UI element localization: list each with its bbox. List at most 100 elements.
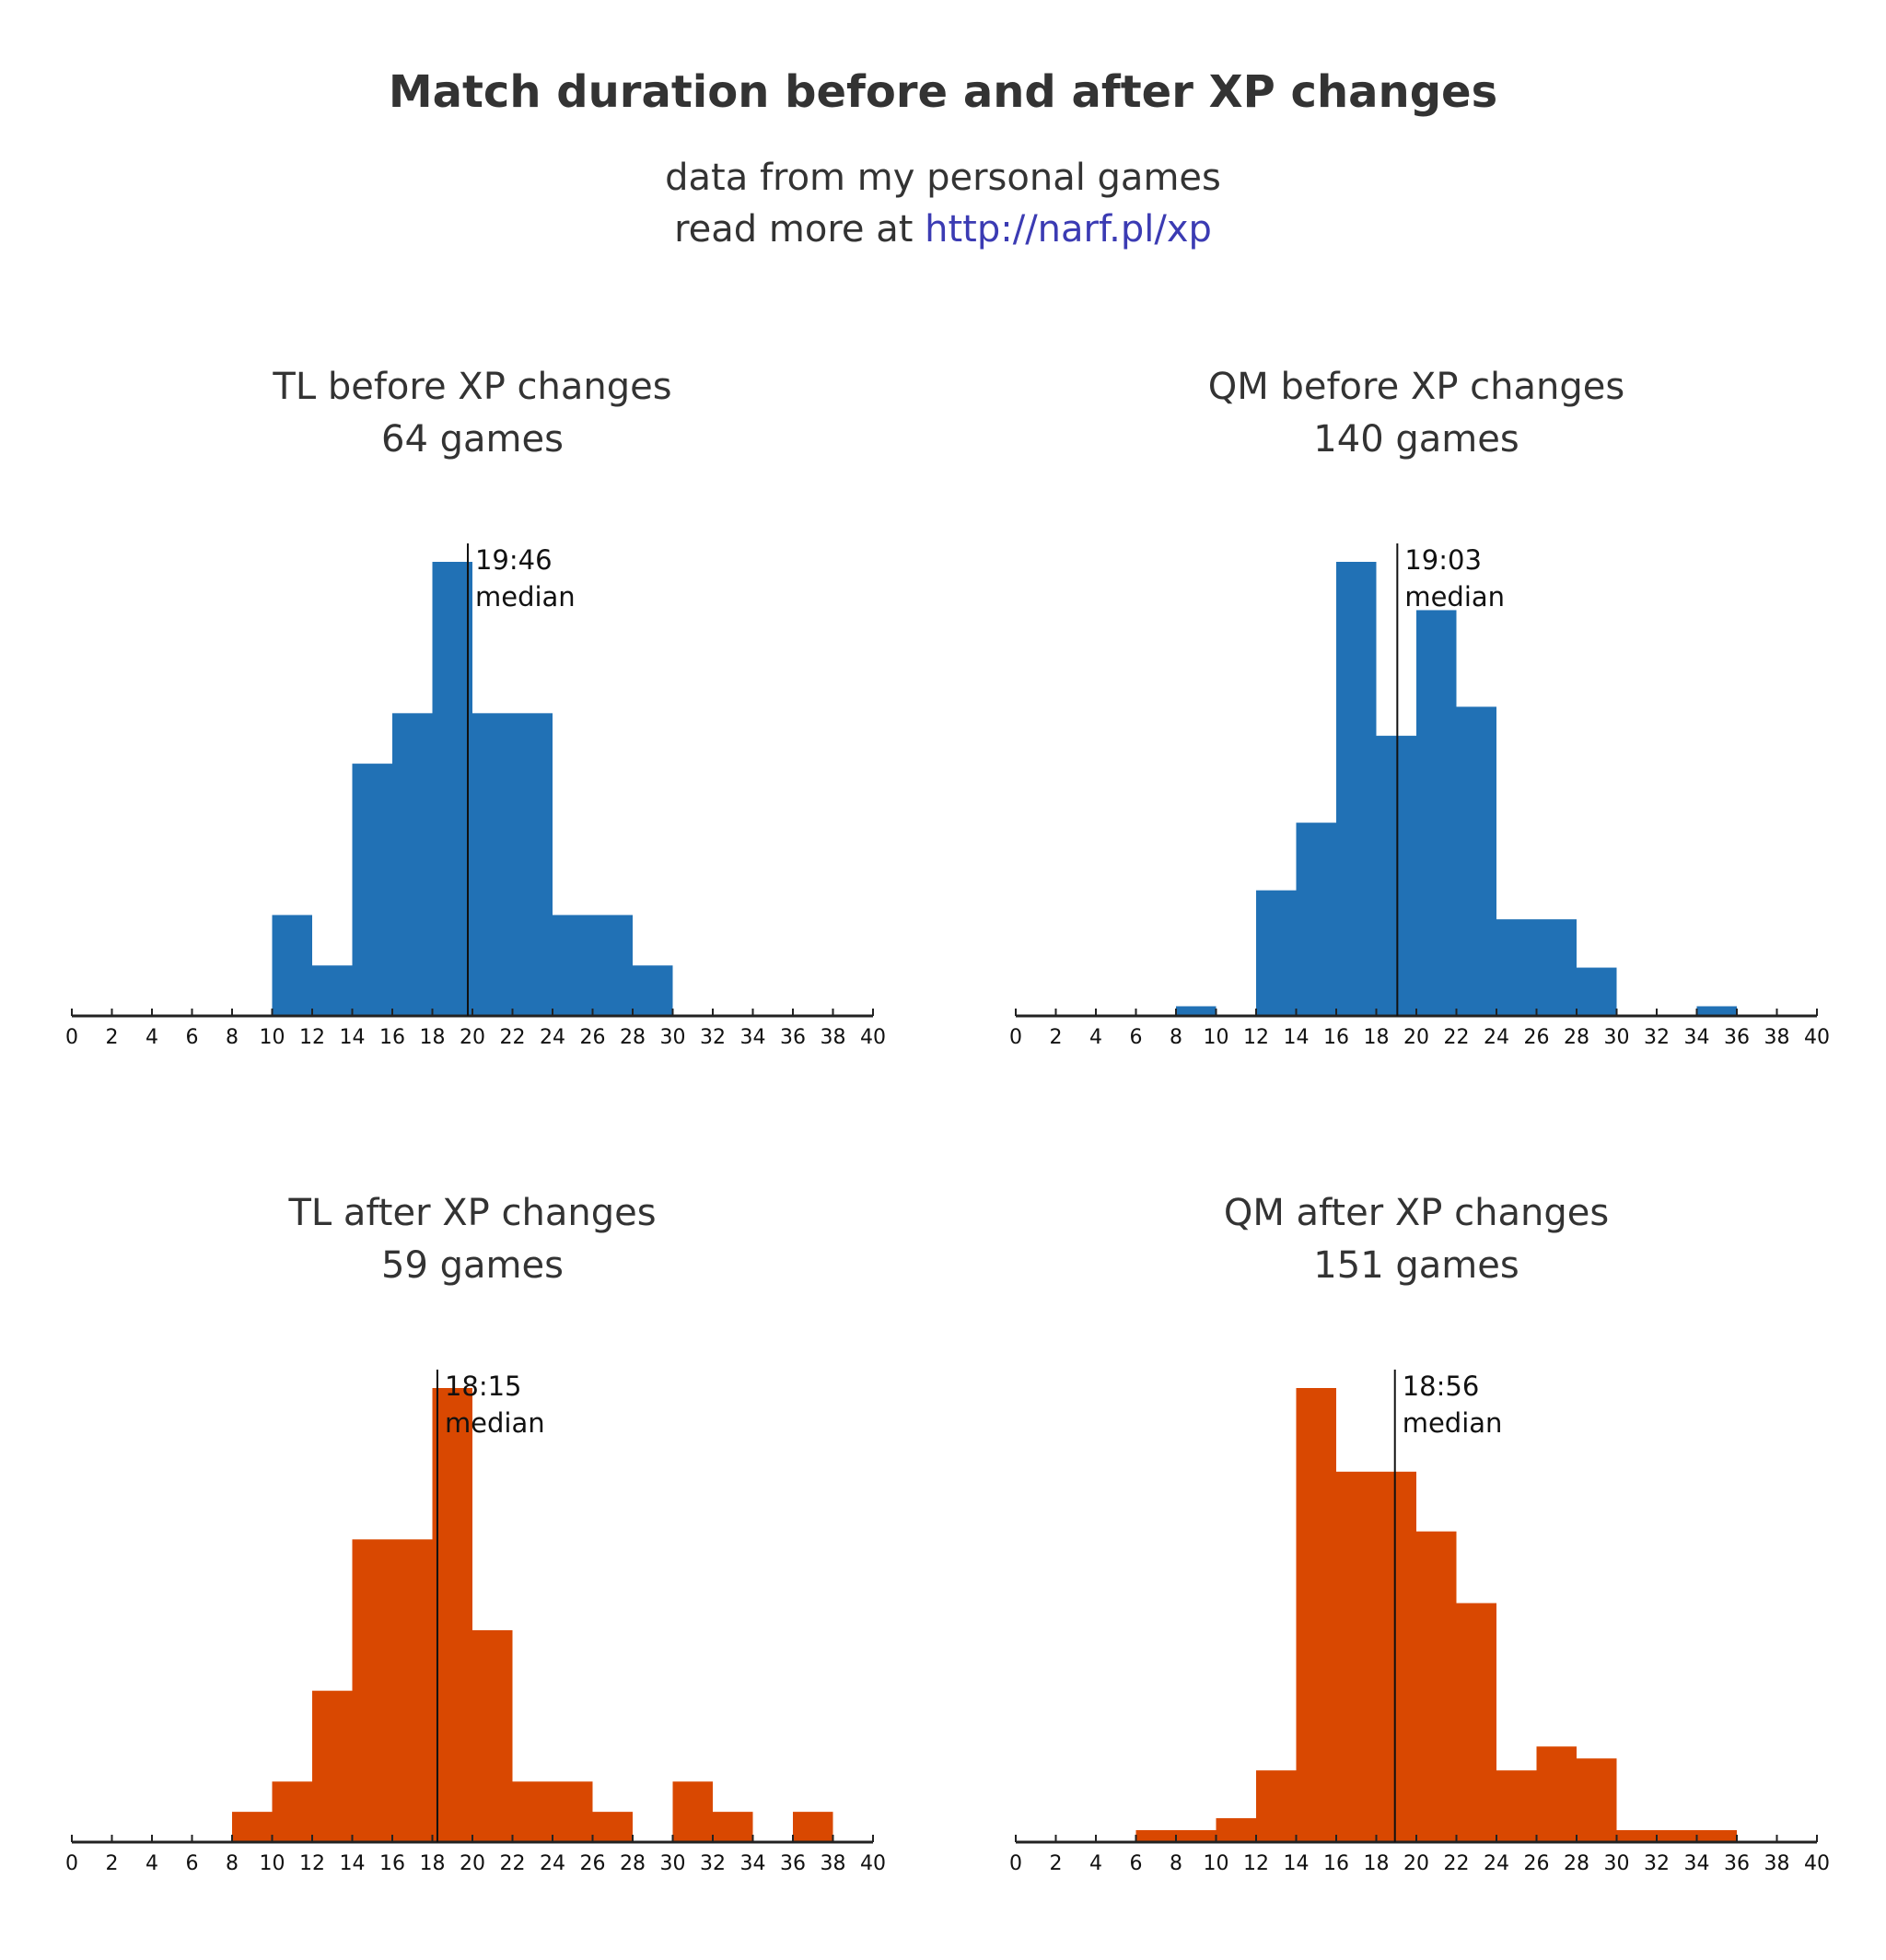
histogram-bar — [1536, 919, 1577, 1016]
panel-game-count: 140 games — [1313, 418, 1519, 461]
histogram-bar — [1577, 1758, 1617, 1842]
x-tick-label: 26 — [580, 1026, 606, 1049]
x-tick-label: 8 — [1170, 1026, 1182, 1049]
x-tick-label: 4 — [146, 1026, 158, 1049]
x-tick-label: 32 — [700, 1852, 726, 1875]
x-tick-label: 16 — [379, 1026, 405, 1049]
x-tick-label: 26 — [1524, 1852, 1550, 1875]
histogram-bar — [633, 965, 673, 1016]
histogram-bar — [1376, 1471, 1416, 1842]
histogram-bar — [1416, 610, 1457, 1016]
histogram-bar — [272, 915, 312, 1016]
x-tick-label: 40 — [860, 1852, 886, 1875]
histogram-bar — [713, 1812, 753, 1842]
x-tick-label: 30 — [660, 1026, 686, 1049]
x-tick-label: 38 — [821, 1026, 846, 1049]
median-text-label: median — [445, 1407, 545, 1439]
histogram-bar — [232, 1812, 273, 1842]
panel-game-count: 151 games — [1313, 1244, 1519, 1287]
histogram-bar — [1176, 1830, 1217, 1842]
x-tick-label: 24 — [540, 1852, 565, 1875]
histogram-bar — [272, 1781, 312, 1842]
histogram-bar — [672, 1781, 713, 1842]
median-value-label: 19:03 — [1404, 544, 1482, 576]
median-value-label: 19:46 — [475, 544, 553, 576]
median-text-label: median — [1404, 581, 1505, 612]
histogram-bar — [1216, 1818, 1256, 1842]
x-tick-label: 22 — [1444, 1852, 1470, 1875]
x-tick-label: 36 — [1724, 1852, 1750, 1875]
x-tick-label: 20 — [1403, 1852, 1429, 1875]
x-tick-label: 22 — [1444, 1026, 1470, 1049]
x-tick-label: 40 — [860, 1026, 886, 1049]
x-tick-label: 0 — [65, 1026, 78, 1049]
histogram-bar — [312, 965, 353, 1016]
histogram-bar — [592, 1812, 633, 1842]
histogram-bar — [1577, 967, 1617, 1016]
panel-title: TL after XP changes — [287, 1192, 656, 1234]
x-tick-label: 0 — [1009, 1026, 1022, 1049]
x-tick-label: 4 — [1089, 1026, 1102, 1049]
x-tick-label: 10 — [260, 1852, 285, 1875]
x-tick-label: 2 — [1050, 1026, 1063, 1049]
x-tick-label: 32 — [1644, 1852, 1670, 1875]
x-tick-label: 10 — [260, 1026, 285, 1049]
x-tick-label: 20 — [460, 1852, 485, 1875]
x-tick-label: 6 — [1130, 1852, 1143, 1875]
x-tick-label: 2 — [106, 1852, 119, 1875]
histogram-bar — [1296, 1388, 1336, 1842]
histogram-bar — [512, 1781, 553, 1842]
x-tick-label: 8 — [226, 1026, 239, 1049]
x-tick-label: 16 — [1323, 1026, 1349, 1049]
x-tick-label: 22 — [500, 1852, 526, 1875]
histogram-bar — [392, 713, 433, 1016]
x-tick-label: 2 — [106, 1026, 119, 1049]
read-more-link[interactable]: http://narf.pl/xp — [925, 208, 1212, 251]
histogram-bar — [1376, 735, 1416, 1016]
x-tick-label: 18 — [1364, 1852, 1390, 1875]
x-tick-label: 8 — [226, 1852, 239, 1875]
x-tick-label: 38 — [1764, 1026, 1790, 1049]
x-tick-label: 34 — [1684, 1852, 1710, 1875]
x-tick-label: 38 — [1764, 1852, 1790, 1875]
x-tick-label: 4 — [1089, 1852, 1102, 1875]
x-tick-label: 28 — [620, 1852, 646, 1875]
panel-title: QM before XP changes — [1208, 366, 1624, 408]
panel-title: TL before XP changes — [272, 366, 671, 408]
x-tick-label: 2 — [1050, 1852, 1063, 1875]
histogram-bar — [1256, 1770, 1297, 1842]
x-tick-label: 32 — [1644, 1026, 1670, 1049]
x-tick-label: 40 — [1804, 1852, 1830, 1875]
x-tick-label: 14 — [1284, 1852, 1310, 1875]
x-tick-label: 14 — [340, 1852, 366, 1875]
x-tick-label: 6 — [186, 1852, 199, 1875]
histogram-bar — [1696, 1830, 1737, 1842]
histogram-bar — [1296, 822, 1336, 1016]
median-value-label: 18:56 — [1403, 1371, 1480, 1402]
panel-game-count: 64 games — [381, 418, 564, 461]
histogram-bar — [1456, 706, 1496, 1016]
x-tick-label: 14 — [1284, 1026, 1310, 1049]
x-tick-label: 32 — [700, 1026, 726, 1049]
x-tick-label: 28 — [1564, 1852, 1589, 1875]
x-tick-label: 28 — [1564, 1026, 1589, 1049]
histogram-bar — [553, 1781, 593, 1842]
x-tick-label: 40 — [1804, 1026, 1830, 1049]
histogram-bar — [392, 1539, 433, 1842]
x-tick-label: 22 — [500, 1026, 526, 1049]
read-more-line: read more at http://narf.pl/xp — [0, 208, 1886, 251]
panel-title: QM after XP changes — [1224, 1192, 1609, 1234]
histogram-bar — [592, 915, 633, 1016]
x-tick-label: 20 — [460, 1026, 485, 1049]
histogram-bar — [352, 764, 392, 1016]
x-tick-label: 24 — [540, 1026, 565, 1049]
x-tick-label: 8 — [1170, 1852, 1182, 1875]
histogram-bar — [1496, 1770, 1537, 1842]
x-tick-label: 0 — [65, 1852, 78, 1875]
histogram-bar — [1176, 1006, 1217, 1016]
x-tick-label: 16 — [1323, 1852, 1349, 1875]
x-tick-label: 12 — [1243, 1026, 1269, 1049]
